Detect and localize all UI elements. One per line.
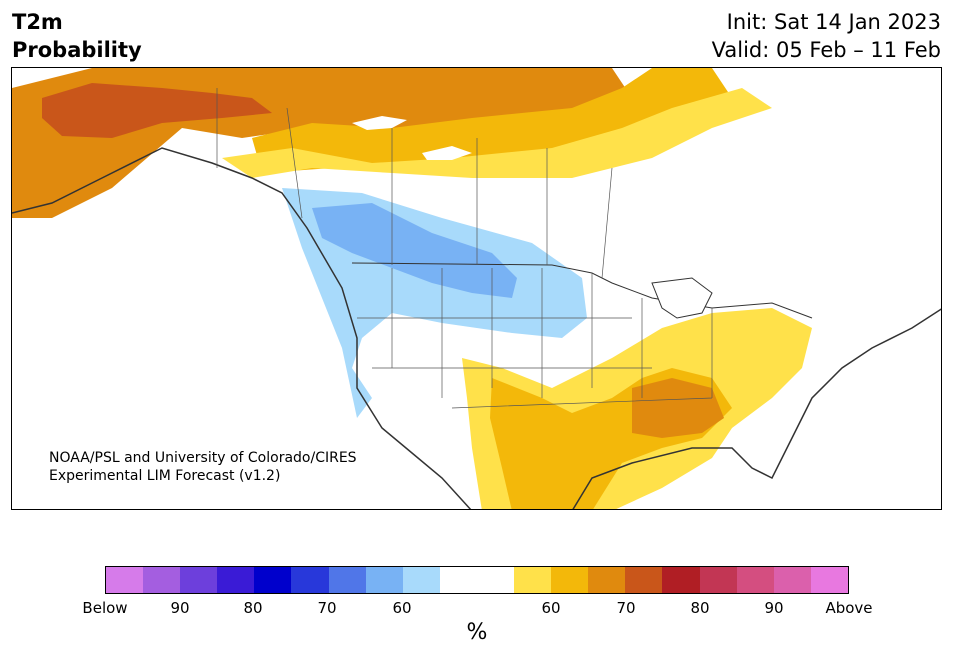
- colorbar-segment: [143, 567, 181, 593]
- chart-title-left: T2m Probability: [12, 8, 142, 64]
- chart-title-right: Init: Sat 14 Jan 2023 Valid: 05 Feb – 11…: [712, 8, 941, 64]
- valid-range: Valid: 05 Feb – 11 Feb: [711, 38, 941, 62]
- below-70-region: [312, 203, 517, 298]
- colorbar-tick-label: 90: [170, 599, 190, 617]
- coastline: [12, 147, 941, 509]
- quantity-label: Probability: [12, 38, 142, 62]
- colorbar-tick-label: 90: [764, 599, 784, 617]
- colorbar-segment: [328, 567, 366, 593]
- great-lakes: [651, 277, 713, 319]
- credit-line-1: NOAA/PSL and University of Colorado/CIRE…: [49, 450, 357, 466]
- colorbar-segment: [217, 567, 255, 593]
- above-50-band-north: [222, 88, 772, 178]
- colorbar-segment: [551, 567, 589, 593]
- colorbar-tick-label: 80: [690, 599, 710, 617]
- colorbar-segment: [476, 567, 515, 593]
- colorbar-segment: [736, 567, 774, 593]
- colorbar-tick-label: Below: [82, 599, 128, 617]
- colorbar-segment: [365, 567, 403, 593]
- above-80-region-south: [632, 378, 724, 438]
- province-lines: [216, 88, 613, 279]
- colorbar-tick-label: 60: [541, 599, 561, 617]
- colorbar-segment: [662, 567, 700, 593]
- colorbar-segment: [625, 567, 663, 593]
- colorbar-segment: [291, 567, 329, 593]
- colorbar-tick-label: 80: [243, 599, 263, 617]
- variable-label: T2m: [12, 10, 63, 34]
- forecast-map: [11, 67, 942, 510]
- colorbar-segment: [773, 567, 811, 593]
- us-canada-border: [351, 262, 813, 319]
- white-patch-2: [422, 146, 472, 160]
- colorbar-tick-label: 70: [317, 599, 337, 617]
- colorbar-tick-label: 70: [616, 599, 636, 617]
- state-lines: [357, 268, 713, 409]
- colorbar-segment: [180, 567, 218, 593]
- colorbar-segment: [699, 567, 737, 593]
- colorbar-segment: [254, 567, 292, 593]
- colorbar-unit: %: [466, 620, 488, 645]
- colorbar-segment: [439, 567, 477, 593]
- credit-line-2: Experimental LIM Forecast (v1.2): [49, 468, 281, 484]
- colorbar: [105, 566, 849, 594]
- colorbar-segment: [810, 567, 848, 593]
- above-80-region-alaska: [42, 83, 272, 138]
- init-date: Init: Sat 14 Jan 2023: [726, 10, 941, 34]
- colorbar-tick-label: 60: [392, 599, 412, 617]
- colorbar-tick-label: Above: [825, 599, 873, 617]
- map-canvas: [12, 68, 941, 509]
- credit-text: NOAA/PSL and University of Colorado/CIRE…: [49, 449, 357, 485]
- white-patch-1: [352, 116, 407, 130]
- above-60-region-north: [252, 68, 732, 173]
- colorbar-segment: [588, 567, 626, 593]
- colorbar-segment: [402, 567, 440, 593]
- colorbar-segment: [106, 567, 144, 593]
- colorbar-segment: [514, 567, 552, 593]
